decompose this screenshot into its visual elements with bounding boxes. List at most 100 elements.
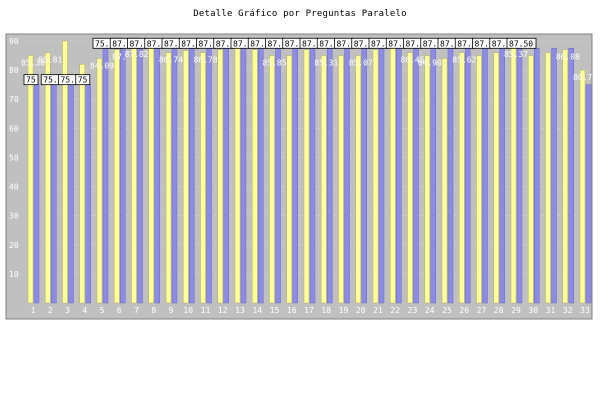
- flag-label: 87.: [354, 39, 368, 48]
- flag-label: 87.: [250, 39, 264, 48]
- y-tick-label: 40: [9, 183, 19, 192]
- x-tick-label: 13: [235, 306, 245, 315]
- flag-label: 87.: [371, 39, 385, 48]
- bar-series-1: [68, 84, 74, 304]
- bar-series-1: [361, 48, 367, 304]
- y-tick-label: 60: [9, 124, 19, 133]
- bar-series-1: [223, 48, 229, 304]
- flag-label: 75.: [43, 76, 57, 85]
- bar-series-2: [390, 46, 396, 304]
- bar-series-1: [137, 48, 143, 304]
- bar-series-2: [424, 55, 430, 304]
- data-label: 86.74: [159, 56, 183, 65]
- bar-series-1: [240, 48, 247, 304]
- bar-series-1: [465, 48, 471, 304]
- x-tick-label: 25: [442, 306, 452, 315]
- y-tick-label: 50: [9, 153, 19, 162]
- flag-label: 87.: [181, 39, 195, 48]
- x-tick-label: 32: [563, 306, 573, 315]
- bar-series-2: [355, 55, 361, 304]
- bar-series-2: [165, 52, 172, 304]
- data-label: 87.82: [124, 50, 148, 59]
- bar-series-1: [413, 48, 419, 304]
- x-tick-label: 12: [218, 306, 228, 315]
- bar-series-2: [338, 55, 344, 304]
- x-tick-label: 33: [580, 306, 590, 315]
- bar-series-1: [120, 48, 126, 304]
- bar-series-2: [45, 52, 51, 304]
- bar-series-2: [234, 46, 241, 304]
- bar-series-1: [430, 48, 436, 304]
- flag-label: 87.: [406, 39, 420, 48]
- bar-series-1: [309, 48, 316, 304]
- bar-series-2: [217, 49, 223, 304]
- x-tick-label: 9: [169, 306, 174, 315]
- x-tick-label: 4: [82, 306, 87, 315]
- bar-series-1: [189, 48, 195, 304]
- bar-series-2: [27, 55, 34, 304]
- bar-series-2: [510, 46, 517, 304]
- bar-series-2: [528, 55, 534, 304]
- flag-label: 87.: [475, 39, 489, 48]
- x-tick-label: 20: [356, 306, 366, 315]
- data-label: 85.07: [349, 59, 373, 68]
- bar-series-2: [441, 58, 448, 304]
- bar-series-1: [102, 48, 109, 304]
- data-label: 85.37: [504, 50, 528, 59]
- flag-label: 87.: [285, 39, 299, 48]
- bar-series-1: [154, 48, 160, 304]
- x-tick-label: 29: [511, 306, 521, 315]
- bar-series-1: [447, 48, 454, 304]
- bar-series-1: [396, 48, 402, 304]
- flag-label: 87.: [199, 39, 213, 48]
- flag-label: 87.: [457, 39, 471, 48]
- bar-series-2: [303, 49, 310, 304]
- y-tick-label: 30: [9, 212, 19, 221]
- bar-series-1: [327, 48, 333, 304]
- bar-series-1: [33, 84, 40, 304]
- data-label: 85.38: [21, 59, 45, 68]
- data-label: 85.31: [314, 59, 338, 68]
- bar-series-2: [545, 52, 551, 304]
- x-tick-label: 14: [252, 306, 262, 315]
- x-tick-label: 21: [373, 306, 383, 315]
- bar-series-1: [534, 48, 540, 304]
- data-label: 84.09: [90, 61, 114, 70]
- flag-label: 87.: [423, 39, 437, 48]
- flag-label: 87.: [233, 39, 247, 48]
- bar-series-1: [85, 84, 91, 304]
- bar-series-1: [206, 48, 212, 304]
- x-tick-label: 7: [134, 306, 139, 315]
- data-label: 86.78: [193, 56, 217, 65]
- bar-series-2: [476, 55, 482, 304]
- data-label: 86.08: [556, 53, 580, 62]
- bar-series-1: [482, 48, 488, 304]
- bar-series-2: [286, 55, 292, 304]
- x-tick-label: 31: [546, 306, 556, 315]
- bar-series-1: [378, 48, 385, 304]
- x-tick-label: 18: [321, 306, 331, 315]
- flag-label: 87.: [388, 39, 402, 48]
- bar-series-2: [562, 49, 568, 304]
- data-label: 85.81: [38, 56, 62, 65]
- bar-series-1: [292, 48, 298, 304]
- x-tick-label: 16: [287, 306, 297, 315]
- x-tick-label: 28: [494, 306, 504, 315]
- chart-title: Detalle Gráfico por Preguntas Paralelo: [193, 9, 407, 19]
- bar-series-2: [372, 49, 379, 304]
- y-tick-label: 70: [9, 95, 19, 104]
- data-label: 84.90: [418, 59, 442, 68]
- bar-series-1: [585, 84, 592, 304]
- flag-label: 75.00: [95, 39, 119, 48]
- data-label: 87.: [112, 53, 126, 62]
- x-tick-label: 24: [425, 306, 435, 315]
- bar-series-1: [51, 84, 57, 304]
- bar-series-2: [62, 40, 68, 304]
- flag-box: [506, 37, 537, 49]
- bar-series-2: [79, 64, 85, 304]
- x-tick-label: 19: [339, 306, 349, 315]
- bar-series-2: [321, 55, 327, 304]
- bar-series-2: [200, 52, 206, 304]
- bar-series-1: [499, 48, 505, 304]
- bar-series-1: [551, 48, 557, 304]
